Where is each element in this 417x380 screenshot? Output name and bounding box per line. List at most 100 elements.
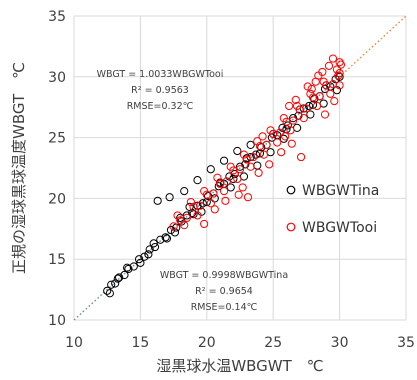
data-point (289, 116, 298, 125)
data-point (278, 123, 287, 132)
y-tick-label: 15 (48, 252, 66, 268)
data-point (140, 252, 149, 261)
x-tick-label: 30 (331, 335, 349, 351)
x-tick-label: 25 (264, 335, 282, 351)
data-point (173, 211, 182, 220)
x-tick-label: 20 (198, 335, 216, 351)
data-point (225, 172, 234, 181)
legend-item-WBGWTooi: WBGWTooi (286, 220, 377, 236)
data-point (144, 250, 153, 259)
y-axis-title: 正規の湿球黒球温度WBGT ℃ (10, 62, 28, 274)
data-point (234, 190, 243, 199)
data-point (306, 89, 315, 98)
x-tick-label: 35 (397, 335, 415, 351)
data-point (332, 86, 342, 95)
legend-label: WBGWTina (302, 183, 379, 199)
data-point (304, 101, 314, 111)
data-point (193, 176, 202, 185)
data-point (193, 201, 202, 210)
annotation-line: R² = 0.9563 (131, 85, 189, 96)
data-point (336, 60, 346, 69)
data-point (286, 126, 295, 135)
data-point (149, 239, 158, 248)
data-point (162, 234, 172, 243)
data-point (153, 196, 162, 205)
data-point (239, 150, 249, 159)
data-point (182, 213, 191, 222)
data-point (334, 71, 343, 80)
data-point (249, 152, 258, 162)
data-point (221, 196, 230, 205)
data-point (165, 193, 174, 202)
data-point (332, 65, 342, 74)
data-point (296, 152, 306, 162)
annotation-line: RMSE=0.32℃ (127, 101, 194, 112)
data-point (302, 104, 311, 113)
x-tick-label: 10 (65, 335, 83, 351)
data-point (283, 121, 292, 130)
annotations: WBGT = 1.0033WBGWTooi R² = 0.9563 RMSE=0.3… (97, 69, 289, 313)
data-point (209, 189, 218, 198)
data-point (213, 173, 222, 182)
data-point (206, 165, 215, 174)
y-tick-label: 35 (48, 9, 66, 25)
data-point (303, 82, 312, 91)
data-point (315, 92, 324, 101)
data-point (198, 199, 207, 208)
data-point (326, 89, 335, 98)
data-point (289, 114, 298, 123)
data-point (287, 139, 296, 148)
legend-label: WBGWTooi (302, 220, 377, 236)
data-point (180, 187, 189, 196)
data-point (243, 193, 253, 202)
legend-marker (286, 222, 296, 232)
data-point (210, 194, 219, 203)
data-point (123, 263, 132, 272)
data-point (299, 114, 308, 123)
data-point (335, 72, 344, 81)
data-point (257, 143, 266, 152)
data-point (170, 228, 180, 237)
data-point (235, 165, 245, 174)
data-point (258, 132, 267, 141)
data-point (265, 160, 274, 169)
data-point (134, 255, 144, 264)
data-point (233, 174, 242, 184)
data-point (233, 146, 242, 156)
data-point (210, 205, 219, 214)
data-point (113, 274, 122, 283)
data-point (262, 140, 271, 149)
data-point (306, 110, 315, 119)
y-tick-label: 20 (48, 191, 66, 207)
data-point (279, 114, 288, 123)
data-point (120, 270, 129, 280)
data-point (226, 183, 235, 192)
data-point (253, 137, 262, 146)
data-point (318, 67, 327, 77)
data-point (219, 156, 229, 165)
data-point (111, 279, 120, 288)
data-point (320, 110, 330, 119)
y-tick-label: 25 (48, 131, 66, 147)
data-point (328, 54, 338, 63)
data-point (266, 126, 275, 135)
data-point (259, 150, 269, 159)
data-point (186, 197, 195, 207)
data-point (176, 213, 185, 222)
data-point (206, 199, 215, 208)
y-tick-label: 10 (48, 313, 66, 329)
data-point (180, 221, 189, 230)
annotation-line: R² = 0.9654 (195, 286, 253, 297)
data-point (281, 132, 290, 141)
data-point (235, 162, 245, 171)
series-WBGWTooi (169, 54, 346, 231)
data-point (273, 138, 282, 147)
data-point (219, 187, 229, 196)
data-point (169, 222, 178, 231)
data-point (335, 81, 344, 90)
data-point (238, 183, 247, 192)
data-point (161, 233, 170, 242)
tick-labels: 10 15 20 25 30 35 10 15 20 25 30 35 (48, 9, 415, 351)
